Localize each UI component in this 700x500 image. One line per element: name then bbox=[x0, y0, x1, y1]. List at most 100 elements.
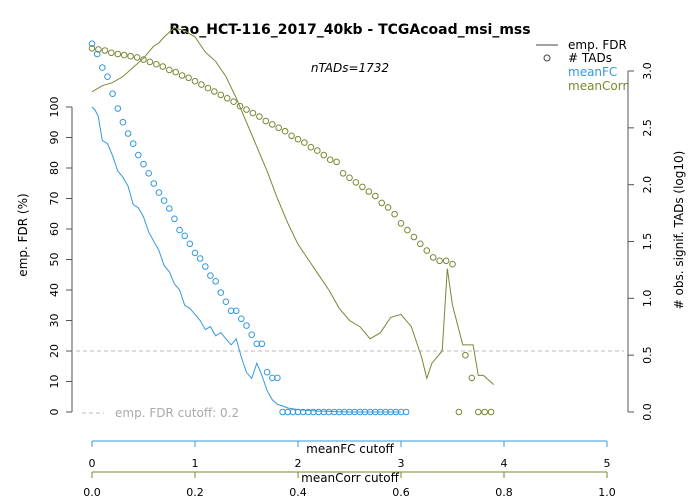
meanfc-tads-point bbox=[274, 374, 281, 382]
meancorr-tads-point bbox=[391, 210, 398, 218]
meanfc-tads-point bbox=[140, 160, 147, 168]
meanfc-fdr-line bbox=[91, 106, 401, 413]
meanfc-tads-point bbox=[397, 408, 405, 416]
meancorr-tads-point bbox=[333, 158, 340, 166]
meancorr-axis-label: meanCorr cutoff bbox=[301, 471, 399, 485]
legend-meancorr: meanCorr bbox=[568, 79, 627, 93]
meancorr-tads-point bbox=[114, 50, 122, 58]
right-tick-label: 3.0 bbox=[641, 62, 654, 80]
left-tick-label: 30 bbox=[48, 314, 61, 328]
meanfc-tads-point bbox=[263, 368, 271, 376]
meanfc-tads-point bbox=[212, 278, 219, 285]
meanfc-tads-point bbox=[166, 205, 173, 212]
meancorr-tads-point bbox=[256, 113, 263, 120]
legend-emp-fdr: emp. FDR bbox=[568, 38, 627, 52]
meanfc-tads-point bbox=[207, 272, 214, 279]
meancorr-tads-point bbox=[262, 117, 270, 125]
meancorr-tads-point bbox=[307, 143, 315, 151]
right-tick-label: 1.5 bbox=[641, 233, 654, 251]
meanfc-tads-point bbox=[155, 189, 163, 196]
meanfc-tads-point bbox=[232, 307, 240, 315]
meanfc-tads-point bbox=[150, 180, 158, 187]
meancorr-tads-point bbox=[178, 72, 186, 79]
meancorr-tads-point bbox=[127, 52, 134, 60]
meanfc-tads-point bbox=[356, 408, 364, 416]
meanfc-tads-point bbox=[171, 215, 178, 223]
left-tick-label: 0 bbox=[48, 409, 61, 416]
meanfc-axis-label: meanFC cutoff bbox=[306, 442, 394, 456]
meanfc-tads-point bbox=[222, 298, 230, 306]
meancorr-tads-point bbox=[153, 60, 160, 68]
meanfc-tads-point bbox=[341, 408, 348, 416]
meancorr-tads-point bbox=[481, 408, 489, 416]
meancorr-tads-point bbox=[217, 91, 225, 99]
meancorr-tads-point bbox=[243, 106, 250, 113]
meanfc-tick-label: 1 bbox=[192, 457, 199, 470]
meancorr-tads-point bbox=[223, 95, 231, 102]
meanfc-tads-point bbox=[119, 118, 127, 126]
meancorr-tads-point bbox=[269, 121, 276, 128]
right-tick-label: 1.0 bbox=[641, 290, 654, 308]
meancorr-tads-point bbox=[230, 98, 237, 105]
meancorr-tads-point bbox=[346, 174, 353, 182]
meancorr-tads-point bbox=[249, 109, 257, 117]
meanfc-tads-point bbox=[99, 64, 106, 71]
meancorr-tads-point bbox=[191, 77, 199, 85]
meancorr-tads-point bbox=[120, 51, 128, 59]
meanfc-tick-label: 2 bbox=[295, 457, 302, 470]
left-axis-label: emp. FDR (%) bbox=[16, 193, 30, 276]
meancorr-tads-point bbox=[320, 151, 328, 159]
meancorr-tads-point bbox=[487, 408, 495, 416]
meanfc-tads-point bbox=[186, 240, 194, 248]
meanfc-tick-label: 5 bbox=[604, 457, 611, 470]
left-tick-label: 60 bbox=[48, 222, 61, 236]
meancorr-tads-point bbox=[146, 58, 154, 66]
meancorr-tads-point bbox=[436, 257, 443, 265]
meanfc-tads-point bbox=[269, 374, 276, 382]
meanfc-tads-point bbox=[294, 408, 302, 416]
meancorr-tads-point bbox=[140, 56, 147, 63]
meancorr-tads-point bbox=[365, 188, 373, 195]
meanfc-tads-point bbox=[382, 408, 389, 416]
meancorr-tads-point bbox=[95, 46, 102, 53]
meancorr-tads-point bbox=[314, 147, 321, 154]
meancorr-tads-point bbox=[101, 47, 109, 54]
meanfc-tads-point bbox=[124, 130, 132, 137]
meanfc-tads-point bbox=[279, 408, 286, 416]
meancorr-tick-label: 0.6 bbox=[392, 486, 410, 499]
left-tick-label: 80 bbox=[48, 161, 61, 175]
meanfc-tads-point bbox=[93, 50, 101, 58]
meanfc-tads-point bbox=[258, 340, 266, 348]
meanfc-tads-point bbox=[227, 307, 235, 315]
right-axis-label: # obs. signif. TADs (log10) bbox=[672, 151, 686, 310]
meanfc-tads-point bbox=[248, 331, 255, 339]
meancorr-tads-point bbox=[339, 170, 347, 177]
meanfc-tick-label: 3 bbox=[398, 457, 405, 470]
meancorr-tads-point bbox=[166, 66, 173, 74]
left-tick-label: 20 bbox=[48, 344, 61, 358]
meancorr-tick-label: 0.8 bbox=[495, 486, 513, 499]
meanfc-tads-point bbox=[305, 408, 312, 416]
meancorr-tads-point bbox=[404, 226, 411, 234]
meanfc-tads-point bbox=[109, 90, 116, 97]
left-tick-label: 100 bbox=[48, 97, 61, 118]
meanfc-tads-point bbox=[392, 408, 400, 416]
meancorr-tads-point bbox=[462, 351, 469, 359]
meancorr-tick-label: 1.0 bbox=[598, 486, 616, 499]
legend-circle-key bbox=[543, 54, 551, 62]
meancorr-tads-point bbox=[281, 127, 289, 135]
meanfc-tads-point bbox=[135, 151, 142, 159]
left-tick-label: 90 bbox=[48, 131, 61, 145]
meanfc-tads-point bbox=[402, 408, 410, 416]
meancorr-tads-point bbox=[417, 240, 424, 248]
meancorr-tads-point bbox=[372, 192, 379, 200]
legend-tads: # TADs bbox=[568, 51, 612, 65]
meanfc-tads-point bbox=[372, 408, 379, 416]
meancorr-tads-point bbox=[455, 408, 463, 416]
meanfc-tads-point bbox=[88, 40, 96, 48]
meancorr-tads-point bbox=[359, 183, 366, 191]
meanfc-tads-point bbox=[238, 315, 245, 323]
chart-subtitle: nTADs=1732 bbox=[311, 61, 389, 75]
meanfc-tads-point bbox=[320, 408, 328, 416]
